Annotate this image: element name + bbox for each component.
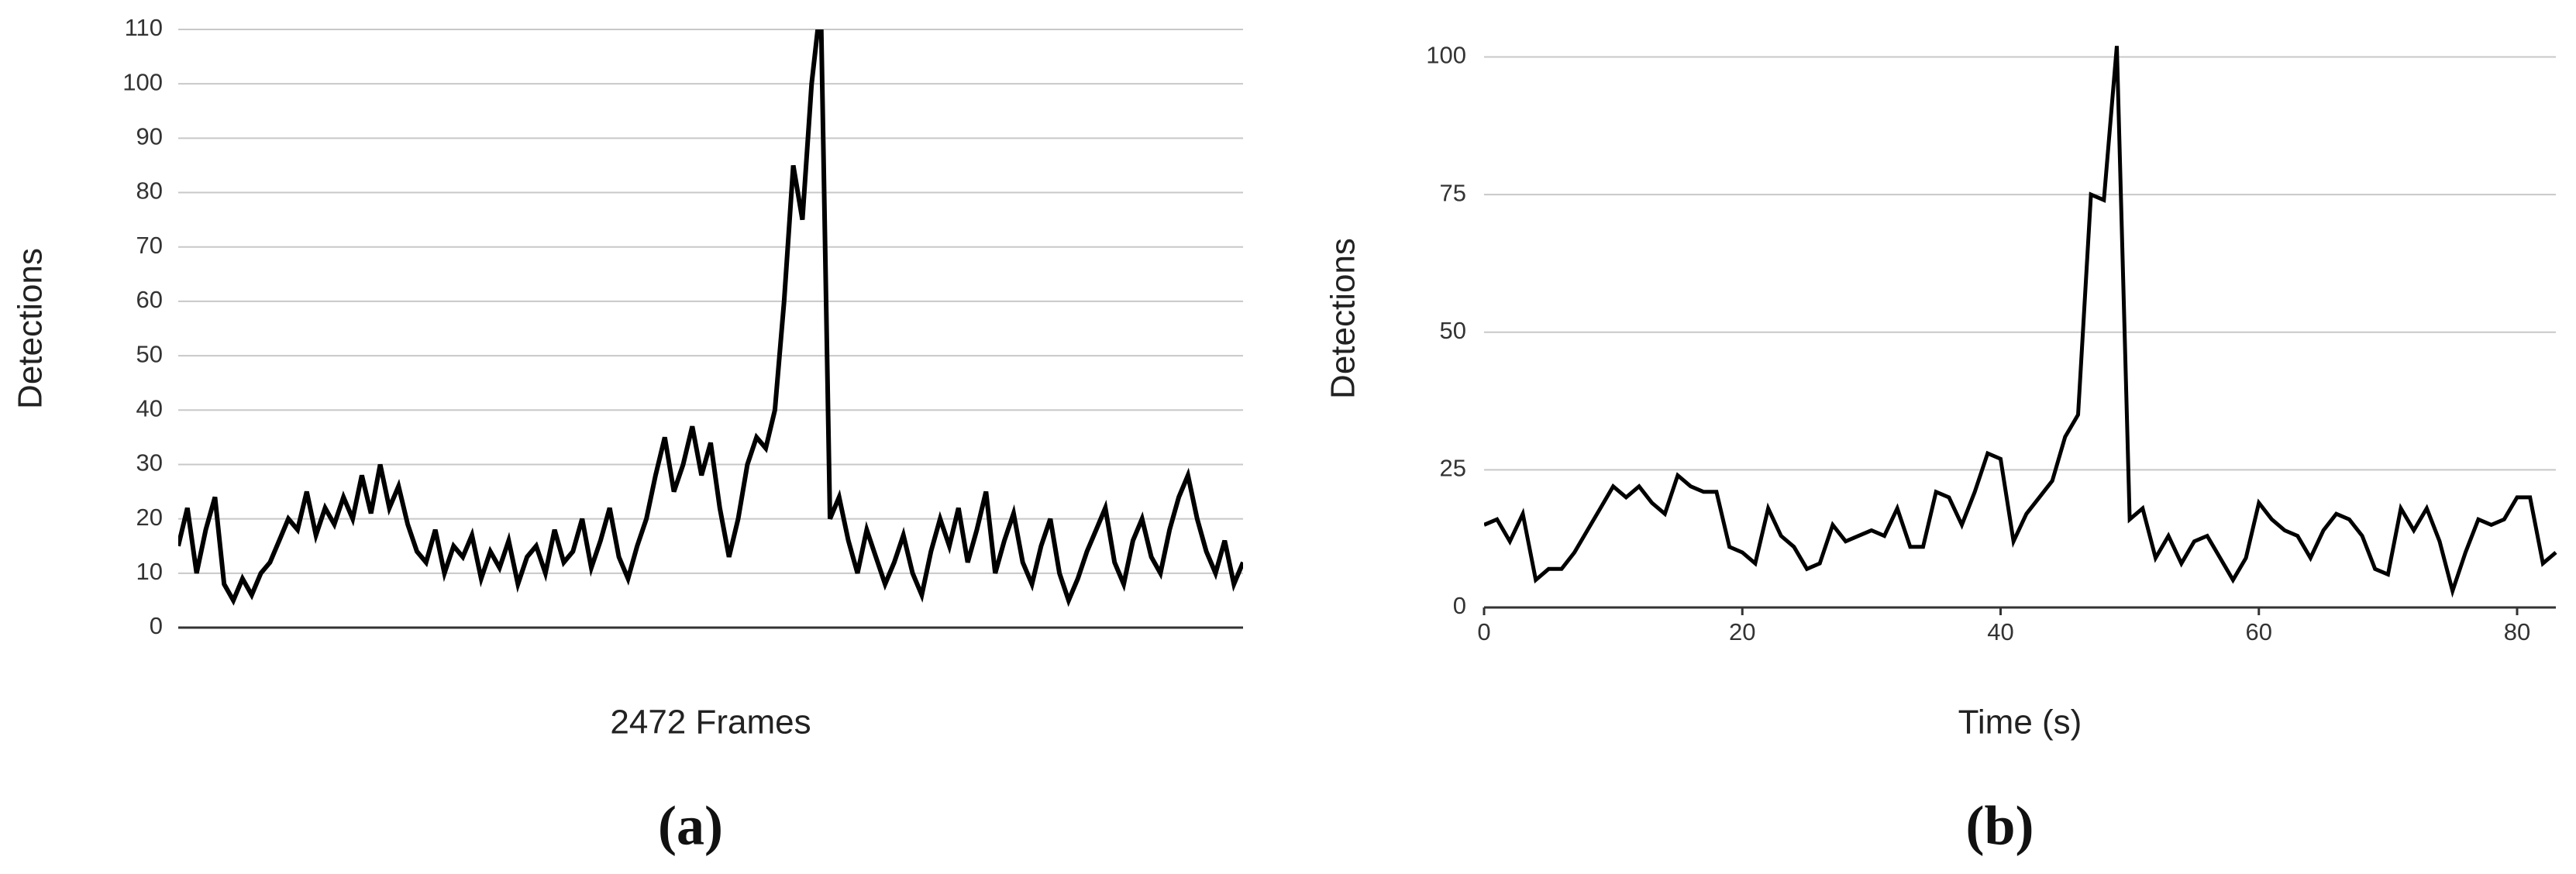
- y-tick-label: 100: [1426, 42, 1466, 69]
- y-tick-label: 30: [136, 449, 163, 477]
- y-tick-label: 50: [136, 340, 163, 367]
- x-tick-label: 60: [2246, 618, 2272, 645]
- y-axis-title: Detections: [1324, 238, 1362, 399]
- y-tick-label: 100: [122, 68, 163, 95]
- x-axis-title: Time (s): [1958, 704, 2082, 742]
- data-line: [1484, 46, 2557, 598]
- y-axis-title: Detections: [12, 248, 50, 409]
- y-tick-label: 10: [136, 558, 163, 585]
- y-tick-label: 40: [136, 394, 163, 422]
- y-tick-label: 80: [136, 177, 163, 205]
- y-tick-label: 20: [136, 504, 163, 531]
- x-tick-label: 40: [1987, 618, 2013, 645]
- y-tick-label: 75: [1440, 179, 1466, 206]
- data-line: [178, 29, 1243, 607]
- y-tick-label: 60: [136, 286, 163, 313]
- y-tick-label: 50: [1440, 317, 1466, 344]
- panel-label: (a): [658, 795, 723, 857]
- x-axis-title: 2472 Frames: [610, 704, 811, 742]
- x-tick-label: 20: [1729, 618, 1755, 645]
- y-tick-label: 110: [125, 14, 163, 41]
- y-tick-label: 0: [150, 612, 163, 639]
- y-tick-label: 70: [136, 232, 163, 259]
- panel-label: (b): [1966, 795, 2034, 857]
- y-tick-label: 90: [136, 123, 163, 150]
- x-tick-label: 80: [2504, 618, 2530, 645]
- y-tick-label: 0: [1453, 592, 1466, 619]
- y-tick-label: 25: [1440, 455, 1466, 482]
- x-tick-label: 0: [1477, 618, 1490, 645]
